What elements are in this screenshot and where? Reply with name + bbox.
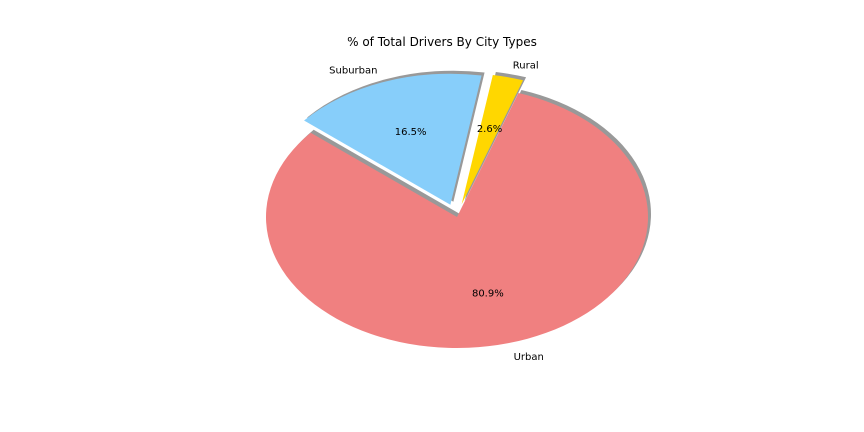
- pie-labels: Urban 80.9% Rural 2.6% Suburban 16.5%: [329, 61, 544, 363]
- slice-label-suburban: Suburban: [329, 66, 377, 77]
- slice-suburban: [304, 73, 482, 205]
- chart-title: % of Total Drivers By City Types: [347, 35, 537, 49]
- slice-rural: [461, 75, 524, 205]
- slice-pct-suburban: 16.5%: [395, 127, 427, 138]
- slice-urban: [266, 92, 648, 348]
- slice-pct-rural: 2.6%: [477, 124, 502, 135]
- pie-slices: [266, 73, 648, 348]
- slice-label-urban: Urban: [514, 352, 544, 363]
- slice-pct-urban: 80.9%: [472, 289, 504, 300]
- slice-label-rural: Rural: [513, 61, 539, 72]
